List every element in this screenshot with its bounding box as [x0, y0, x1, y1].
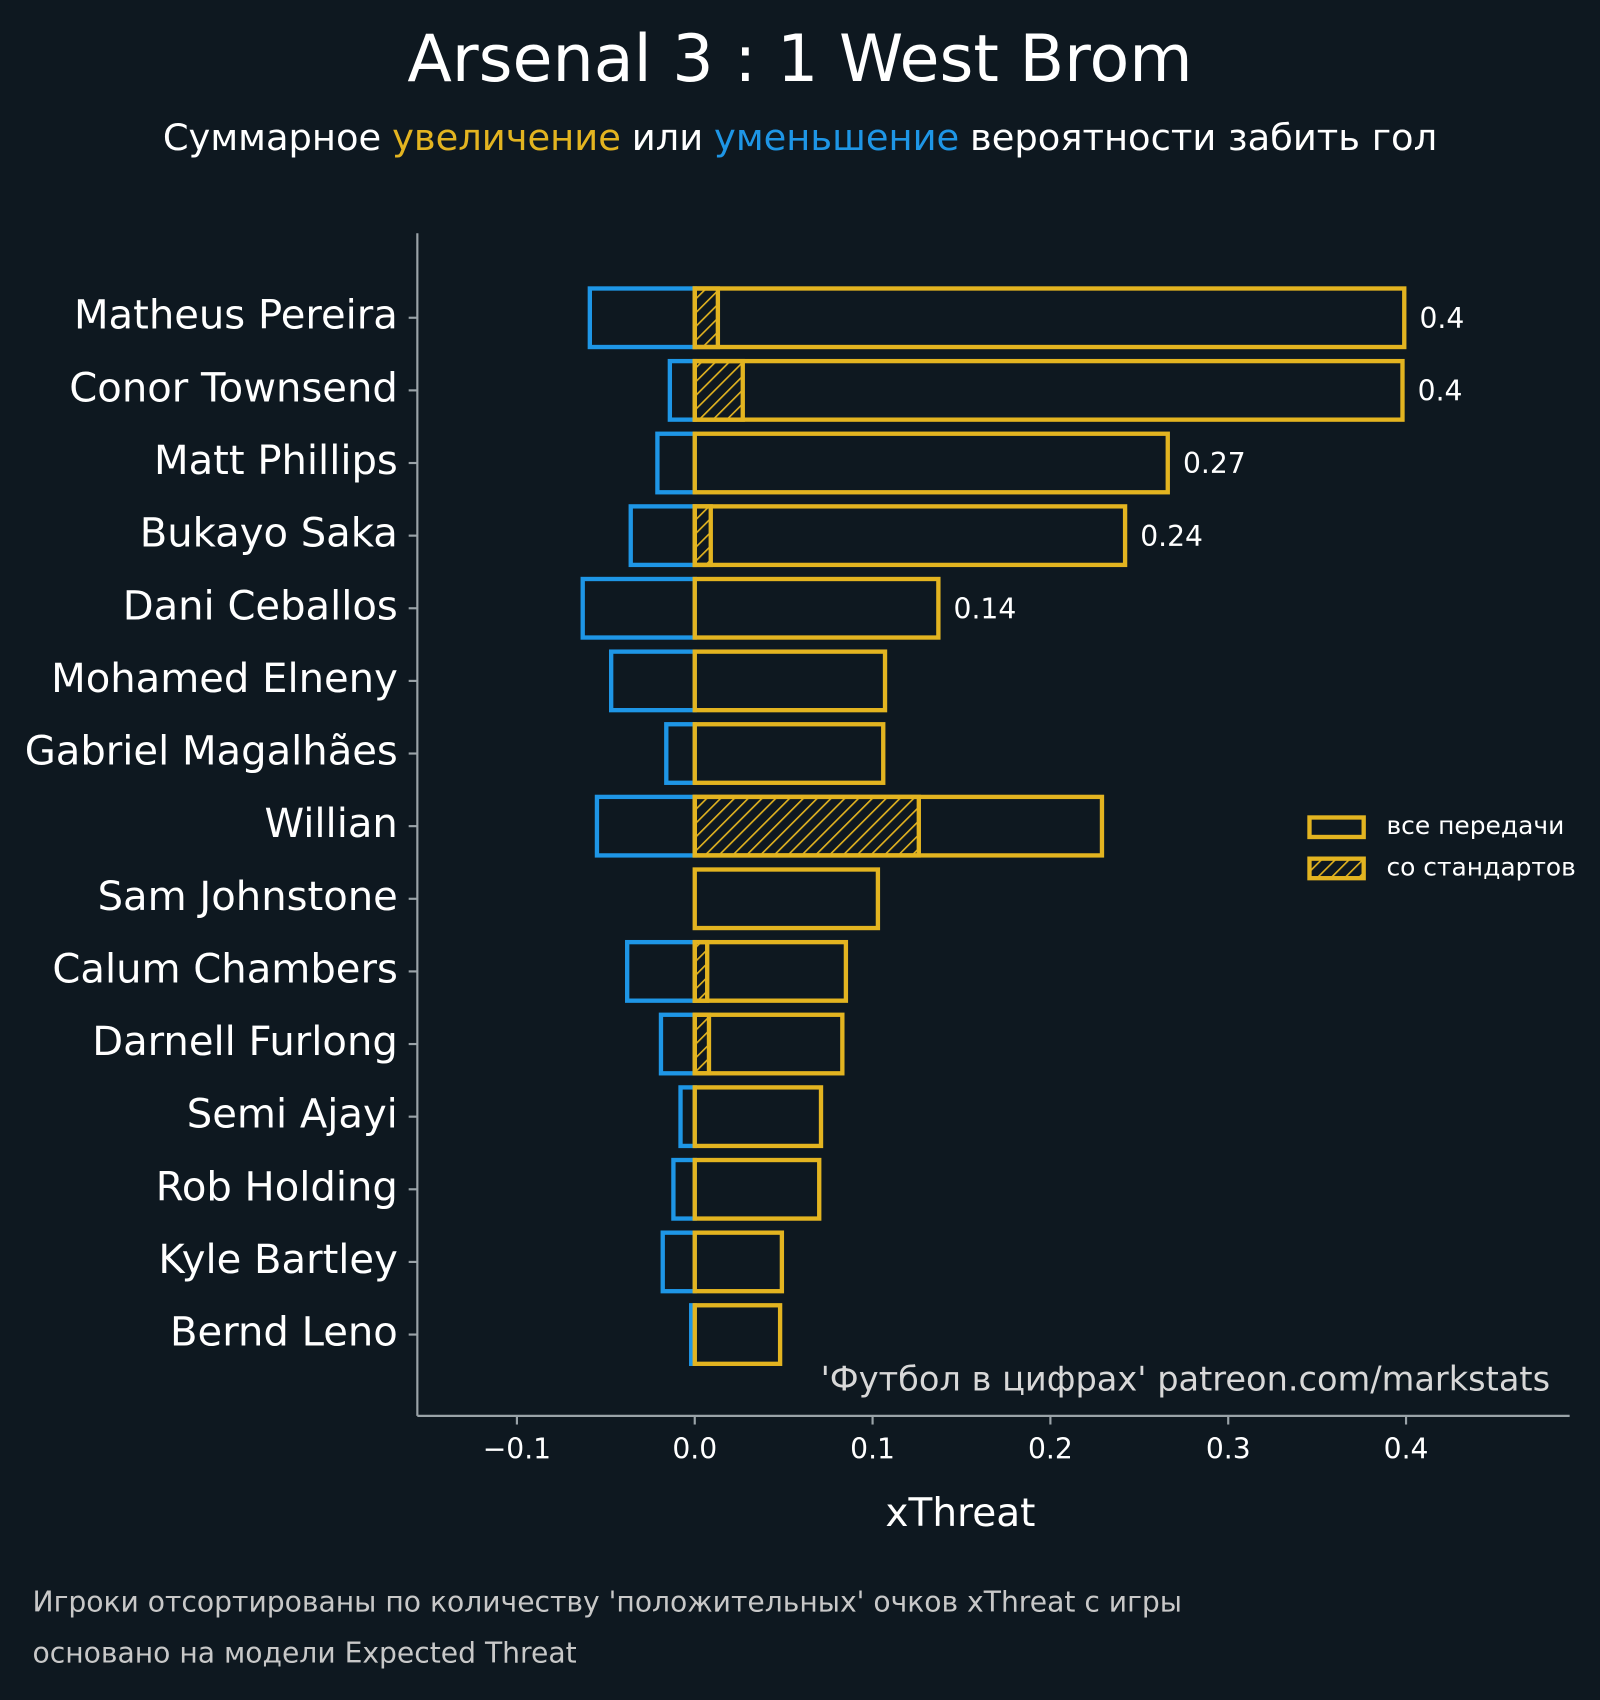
x-tick-label: 0.4	[1384, 1433, 1429, 1466]
y-tick-label: Matheus Pereira	[74, 293, 398, 339]
y-tick-label: Kyle Bartley	[158, 1237, 397, 1283]
subtitle-part: или	[632, 115, 703, 158]
y-tick-label: Semi Ajayi	[187, 1092, 398, 1138]
y-tick-label: Calum Chambers	[52, 946, 397, 992]
x-tick-label: 0.3	[1206, 1433, 1251, 1466]
legend-swatch	[1307, 815, 1366, 840]
setpiece-bar	[692, 358, 745, 422]
setpiece-bar	[692, 939, 710, 1003]
y-tick-label: Bukayo Saka	[140, 511, 398, 557]
y-tick-label: Rob Holding	[156, 1164, 398, 1210]
x-tick-label: 0.0	[672, 1433, 717, 1466]
y-tick-label: Dani Ceballos	[123, 583, 398, 629]
positive-bar	[692, 576, 941, 640]
data-label: 0.4	[1419, 302, 1464, 335]
x-tick-label: 0.1	[850, 1433, 895, 1466]
x-tick-label: −0.1	[483, 1433, 551, 1466]
subtitle-part: уменьшение	[714, 115, 959, 158]
setpiece-bar	[692, 1012, 712, 1076]
subtitle-part: Суммарное	[163, 115, 381, 158]
positive-bar	[692, 649, 888, 713]
x-tick-label: 0.2	[1028, 1433, 1073, 1466]
y-tick-label: Darnell Furlong	[92, 1019, 398, 1065]
subtitle-part: увеличение	[392, 115, 621, 158]
data-label: 0.24	[1140, 520, 1203, 553]
positive-bar	[692, 722, 886, 785]
positive-bar	[692, 1303, 783, 1366]
legend-label: со стандартов	[1386, 852, 1575, 881]
legend-label: все передачи	[1386, 811, 1564, 840]
positive-bar	[692, 1085, 824, 1149]
x-axis-label: xThreat	[885, 1491, 1035, 1536]
chart-title: Arsenal 3 : 1 West Brom	[407, 22, 1192, 97]
y-tick-label: Conor Townsend	[69, 365, 398, 411]
y-tick-label: Mohamed Elneny	[51, 656, 398, 702]
positive-bar	[692, 1157, 822, 1221]
footnote: Игроки отсортированы по количеству 'поло…	[33, 1585, 1183, 1618]
chart-subtitle: Суммарное увеличение или уменьшение вероятно…	[163, 115, 1437, 158]
subtitle-part: вероятности забить гол	[970, 115, 1437, 158]
legend-swatch	[1307, 856, 1366, 881]
y-tick-label: Bernd Leno	[170, 1310, 398, 1356]
positive-bar	[692, 1230, 785, 1294]
positive-bar	[692, 867, 881, 931]
y-tick-label: Gabriel Magalhães	[25, 729, 398, 775]
data-label: 0.27	[1183, 447, 1246, 480]
data-label: 0.4	[1418, 375, 1463, 408]
data-label: 0.14	[954, 592, 1017, 625]
y-tick-label: Sam Johnstone	[98, 874, 398, 920]
setpiece-bar	[692, 504, 713, 568]
y-tick-label: Matt Phillips	[154, 438, 398, 484]
watermark: 'Футбол в цифрах' patreon.com/markstats	[821, 1360, 1551, 1399]
positive-bar	[692, 431, 1170, 495]
setpiece-bar	[692, 286, 721, 350]
footnote: основано на модели Expected Threat	[33, 1636, 577, 1669]
y-tick-label: Willian	[265, 801, 398, 847]
setpiece-bar	[692, 794, 921, 858]
